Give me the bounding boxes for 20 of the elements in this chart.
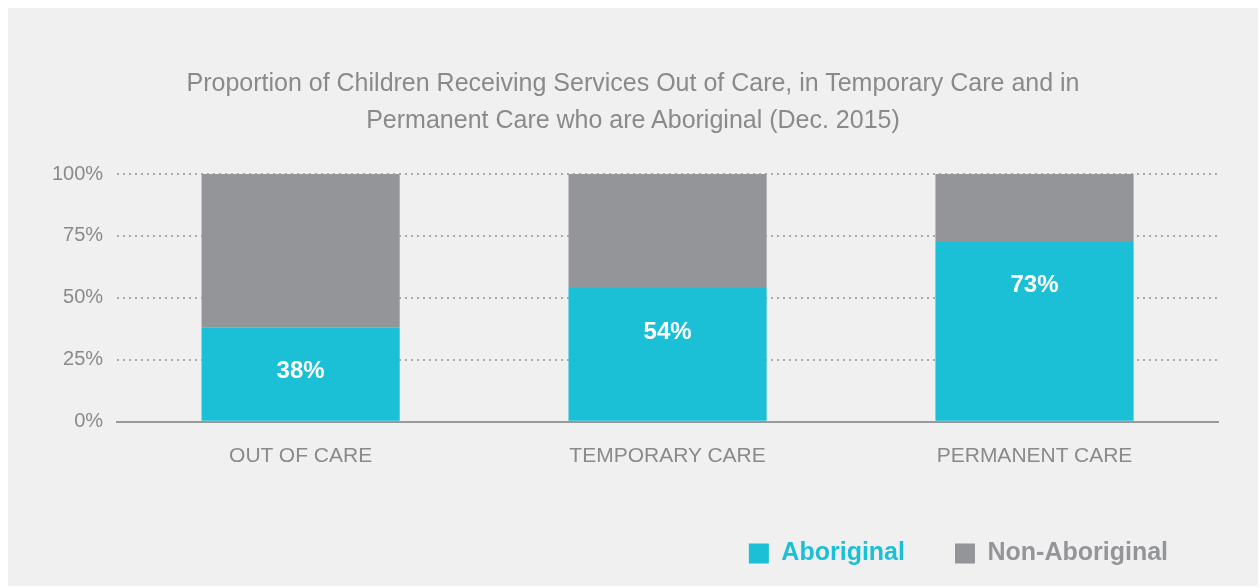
bar <box>935 174 1134 241</box>
bar <box>568 174 767 288</box>
bar <box>568 287 767 421</box>
legend-label: Non-Aboriginal <box>987 537 1168 566</box>
y-tick-label: 75% <box>63 223 104 246</box>
bar <box>201 174 400 328</box>
y-tick-label: 25% <box>63 347 104 370</box>
data-label: 54% <box>643 316 692 344</box>
legend-label: Aboriginal <box>781 537 905 566</box>
y-tick-label: 0% <box>74 409 104 432</box>
data-label: 73% <box>1010 269 1059 297</box>
x-tick-label: TEMPORARY CARE <box>569 443 766 467</box>
bar <box>935 240 1134 421</box>
bar <box>201 327 400 421</box>
data-label: 38% <box>276 356 325 384</box>
x-tick-label: OUT OF CARE <box>229 443 373 467</box>
y-tick-label: 100% <box>52 161 104 184</box>
y-tick-label: 50% <box>63 285 104 308</box>
chart-title: Proportion of Children Receiving Services Out of Care, in Temporary Care and in Permanent Care who are Aboriginal (Dec. 2015) <box>185 67 1081 135</box>
x-tick-label: PERMANENT CARE <box>936 443 1133 467</box>
